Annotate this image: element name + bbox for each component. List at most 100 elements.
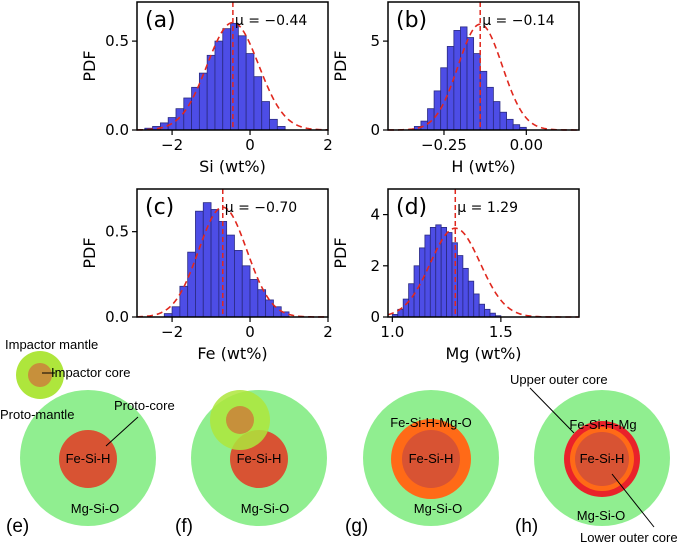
x-tick-label: −2 xyxy=(161,136,183,154)
y-tick-label: 2 xyxy=(370,257,380,275)
mean-annotation: μ = −0.14 xyxy=(482,13,555,29)
y-tick-label: 0.0 xyxy=(105,308,129,326)
histogram-bar xyxy=(206,54,216,131)
histogram-bar xyxy=(429,226,437,318)
proto-mantle-label: Proto-mantle xyxy=(0,407,74,422)
plot-frame xyxy=(136,1,329,131)
histogram-bar xyxy=(198,72,208,131)
mean-annotation: μ = −0.44 xyxy=(235,13,308,29)
x-axis-label: Fe (wt%) xyxy=(197,344,267,363)
impactor-mantle-label: Impactor mantle xyxy=(5,337,98,352)
plot-frame xyxy=(387,188,580,318)
core-composition-label: Fe-Si-H xyxy=(66,451,111,466)
histogram-bar xyxy=(453,30,461,131)
lower-outer-core-label: Lower outer core xyxy=(580,530,678,544)
histogram-bar xyxy=(499,111,507,131)
panel-tag: (c) xyxy=(145,195,174,220)
histogram-panels: −2 0 2 0.0 0.5 Si (wt%) PDF (a) μ = −0.44 −0.25 0.… xyxy=(80,1,580,363)
gaussian-fit-curve xyxy=(388,23,580,131)
y-axis-label: PDF xyxy=(80,50,99,81)
proto-core-disk xyxy=(59,430,117,488)
histogram-bar xyxy=(408,283,415,318)
panel-tag-f: (f) xyxy=(175,516,193,537)
histogram-bar xyxy=(478,303,485,318)
histogram-bar xyxy=(473,53,481,131)
histogram-bar xyxy=(424,234,431,318)
y-axis-label: PDF xyxy=(331,50,350,81)
histogram-a: −2 0 2 0.0 0.5 Si (wt%) PDF (a) μ = −0.44 xyxy=(80,1,333,176)
y-tick-label: 0.0 xyxy=(105,121,129,139)
proto-core-label: Proto-core xyxy=(114,398,175,413)
impactor-core-label: Impactor core xyxy=(51,365,130,380)
histogram-bar xyxy=(484,308,491,318)
y-axis-label: PDF xyxy=(80,237,99,268)
diagram-f: Fe-Si-H Mg-Si-O (f) xyxy=(175,390,327,537)
x-tick-label: 2 xyxy=(323,323,333,341)
y-tick-label: 4 xyxy=(370,206,380,224)
histogram-bar xyxy=(473,293,480,318)
outer-core-composition-label: Fe-Si-H-Mg xyxy=(569,417,636,432)
outer-core-composition-label: Fe-Si-H-Mg-O xyxy=(390,415,472,430)
panel-tag-h: (h) xyxy=(515,516,538,537)
histogram-bar xyxy=(479,70,488,131)
impactor-core-disk xyxy=(226,406,254,434)
x-tick-label: 1.0 xyxy=(380,323,404,341)
histogram-bar xyxy=(446,232,453,318)
y-tick-label: 0.5 xyxy=(105,223,129,241)
histogram-bar xyxy=(245,53,255,131)
panel-tag: (a) xyxy=(145,8,176,33)
histogram-bar xyxy=(467,280,475,318)
histogram-bar xyxy=(466,37,475,131)
histogram-bar xyxy=(237,35,247,131)
core-composition-label: Fe-Si-H xyxy=(237,451,282,466)
x-tick-label: −2 xyxy=(161,323,183,341)
panel-tag: (d) xyxy=(396,195,427,220)
histogram-bar xyxy=(253,76,263,131)
diagram-g: Fe-Si-H-Mg-O Fe-Si-H Mg-Si-O (g) xyxy=(345,390,499,537)
histogram-bar xyxy=(420,120,428,131)
histogram-bar xyxy=(435,224,442,318)
panel-tag: (b) xyxy=(396,8,427,33)
histogram-d: 1.0 1.5 0 2 4 Mg (wt%) PDF (d) μ = 1.29 xyxy=(331,188,580,363)
histogram-bar xyxy=(457,255,464,318)
y-tick-label: 0 xyxy=(370,308,380,326)
histogram-bar xyxy=(257,289,267,318)
panel-tag-e: (e) xyxy=(6,516,29,537)
panel-tag-g: (g) xyxy=(345,516,368,537)
diagram-h: Upper outer core Fe-Si-H-Mg Fe-Si-H Mg-S… xyxy=(510,372,678,544)
x-tick-label: 1.5 xyxy=(489,323,513,341)
histogram-bar xyxy=(265,299,274,318)
histogram-bar xyxy=(249,279,259,318)
histogram-bar xyxy=(462,267,469,318)
plot-frame xyxy=(387,1,580,131)
histogram-bar xyxy=(506,118,514,131)
mantle-composition-label: Mg-Si-O xyxy=(71,501,119,516)
x-axis-label: Si (wt%) xyxy=(199,157,266,176)
y-tick-label: 0 xyxy=(370,121,380,139)
diagram-e: Impactor mantle Impactor core Proto-mant… xyxy=(0,337,175,537)
x-tick-label: −0.25 xyxy=(421,136,467,154)
gaussian-fit-curve xyxy=(136,21,329,131)
histogram-bar xyxy=(222,28,231,131)
histogram-bar xyxy=(241,265,251,318)
histogram-bar xyxy=(210,209,220,318)
inner-core-disk xyxy=(402,430,460,488)
mantle-composition-label: Mg-Si-O xyxy=(414,501,462,516)
x-axis-label: Mg (wt%) xyxy=(445,344,521,363)
histogram-bar xyxy=(234,250,243,318)
histogram-bar xyxy=(195,210,204,318)
histogram-bar xyxy=(226,234,235,318)
mean-annotation: μ = 1.29 xyxy=(457,200,518,216)
y-tick-label: 0.5 xyxy=(105,32,129,50)
x-tick-label: 0 xyxy=(245,323,255,341)
plot-frame xyxy=(136,188,329,318)
histogram-bar xyxy=(269,118,278,131)
y-tick-label: 5 xyxy=(370,32,380,50)
gaussian-fit-curve xyxy=(136,206,328,318)
core-composition-label: Fe-Si-H xyxy=(580,451,625,466)
histogram-bar xyxy=(230,22,239,131)
mantle-composition-label: Mg-Si-O xyxy=(577,508,625,523)
impactor-core-disk xyxy=(28,363,52,387)
